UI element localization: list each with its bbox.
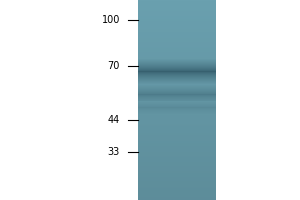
Text: 33: 33 [108,147,120,157]
Text: 100: 100 [102,15,120,25]
Text: 70: 70 [108,61,120,71]
Text: 44: 44 [108,115,120,125]
